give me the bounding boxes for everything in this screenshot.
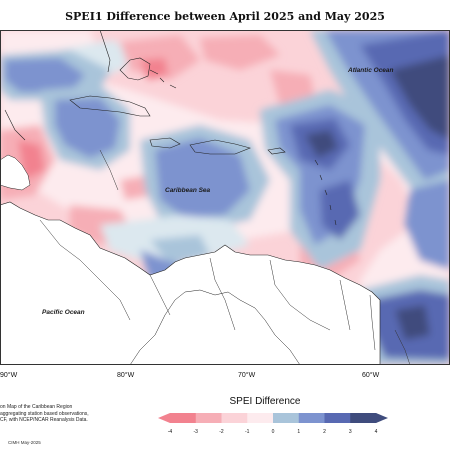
legend-tick-label: 4 <box>375 429 378 435</box>
legend-title: SPEI Difference <box>229 396 301 407</box>
lon-label-70w: 70°W <box>238 372 256 379</box>
footer-note-line: aggregating station based observations, <box>0 410 89 417</box>
country-borders <box>39 149 411 365</box>
legend-tick-label: 2 <box>323 429 326 435</box>
legend-swatch <box>273 413 300 423</box>
legend-tick-label: 0 <box>272 429 275 435</box>
lon-label-80w: 80°W <box>117 372 135 379</box>
footer-note-line: CF, with NCEP/NCAR Reanalysis Data. <box>0 417 88 424</box>
land-mask <box>0 154 381 365</box>
color-legend: -4 -3 -2 -1 0 1 2 3 4 <box>150 411 396 435</box>
legend-swatch <box>247 413 274 423</box>
spei-field <box>0 30 450 365</box>
footer-note: on Map of the Caribbean Region aggregati… <box>0 404 120 424</box>
legend-arrow-high <box>376 413 388 423</box>
legend-tick-label: -3 <box>194 429 199 435</box>
footer-note-line: on Map of the Caribbean Region <box>0 404 73 410</box>
spei-map: Atlantic Ocean Caribbean Sea Pacific Oce… <box>0 30 450 365</box>
legend-tick-label: -2 <box>219 429 224 435</box>
lon-label-90w: 90°W <box>0 372 18 379</box>
caribbean-sea-label: Caribbean Sea <box>165 187 211 194</box>
map-title: SPEI1 Difference between April 2025 and … <box>65 10 385 23</box>
legend-tick-label: 3 <box>349 429 352 435</box>
legend-swatch <box>324 413 351 423</box>
legend-arrow-low <box>158 413 170 423</box>
legend-tick-label: 1 <box>297 429 300 435</box>
legend-swatch <box>350 413 377 423</box>
legend-tick-label: -4 <box>168 429 173 435</box>
legend-swatch <box>170 413 197 423</box>
legend-tick-label: -1 <box>245 429 250 435</box>
pacific-ocean-label: Pacific Ocean <box>42 309 85 316</box>
legend-swatch <box>298 413 325 423</box>
lon-label-60w: 60°W <box>362 372 380 379</box>
island-outlines <box>4 30 337 226</box>
atlantic-ocean-label: Atlantic Ocean <box>347 67 394 74</box>
credit-text: CIMH May-2025 <box>8 440 41 445</box>
legend-swatch <box>221 413 248 423</box>
legend-swatch <box>195 413 222 423</box>
legend-colorbar: -4 -3 -2 -1 0 1 2 3 4 <box>158 413 388 435</box>
